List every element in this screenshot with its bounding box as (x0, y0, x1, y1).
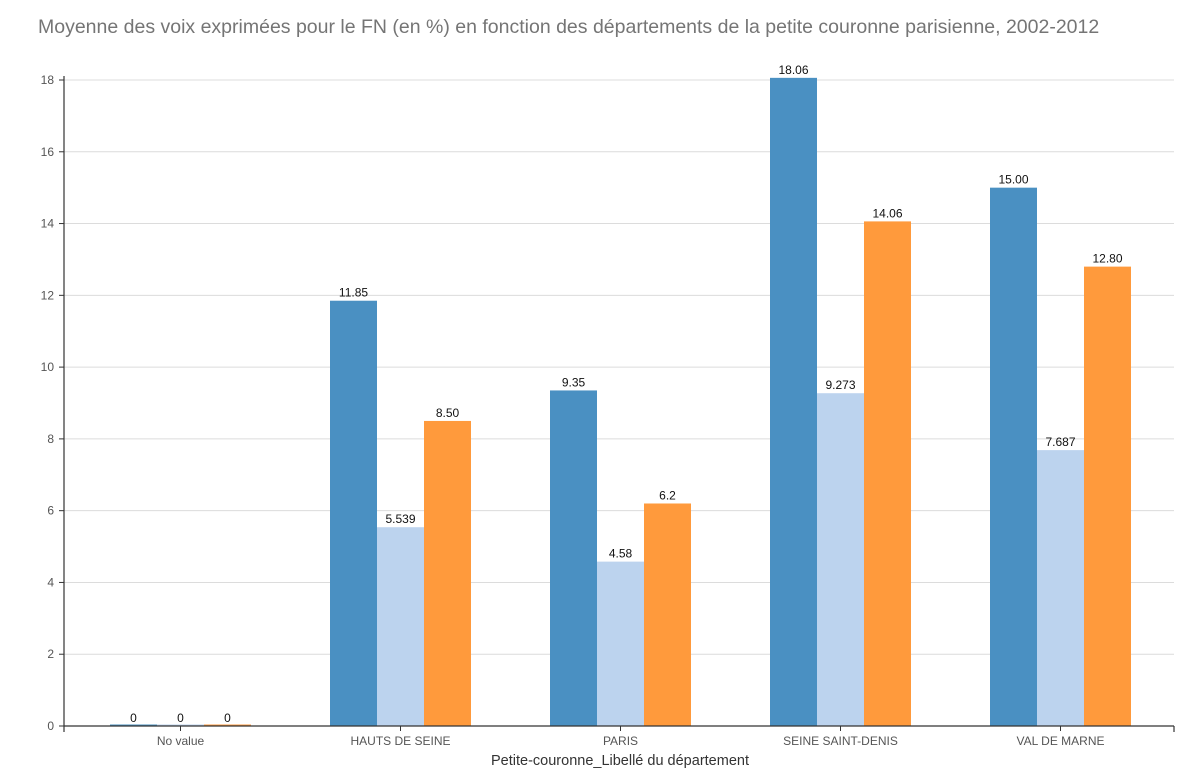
data-label: 14.06 (872, 206, 902, 220)
bar (864, 221, 911, 726)
bar (597, 561, 644, 726)
axes: 0 2 4 6 8 10 12 14 16 18 No value HAUTS DE SEINE PAR… (41, 73, 1175, 748)
data-label: 11.85 (339, 286, 368, 300)
bar (817, 393, 864, 726)
bar (644, 503, 691, 726)
data-label: 9.273 (825, 378, 855, 392)
data-label: 8.50 (436, 406, 460, 420)
y-tick-label: 12 (41, 288, 55, 302)
y-tick-label: 4 (47, 575, 54, 589)
y-tick-label: 8 (47, 432, 54, 446)
bar (1037, 450, 1084, 726)
data-label: 0 (177, 711, 184, 725)
y-tick-label: 10 (41, 360, 55, 374)
bar (377, 527, 424, 726)
bar (550, 390, 597, 726)
data-label: 9.35 (562, 375, 586, 389)
y-tick-label: 6 (47, 504, 54, 518)
bar (1084, 266, 1131, 726)
x-tick-label: PARIS (603, 734, 638, 748)
data-label: 18.06 (778, 63, 808, 77)
y-tick-label: 14 (41, 217, 55, 231)
y-tick-label: 0 (47, 719, 54, 733)
bar (424, 420, 471, 726)
y-tick-label: 2 (47, 647, 54, 661)
chart-title: Moyenne des voix exprimées pour le FN (e… (38, 16, 1100, 38)
labels: 0 11.85 9.35 18.06 15.00 0 5.539 4.58 9.273 7.687… (130, 63, 1123, 725)
bar (770, 77, 817, 726)
data-label: 5.539 (385, 512, 415, 526)
data-label: 0 (130, 711, 137, 725)
x-tick-label: No value (157, 734, 205, 748)
data-label: 6.2 (659, 488, 676, 502)
bar (330, 300, 377, 726)
x-tick-label: HAUTS DE SEINE (350, 734, 450, 748)
x-tick-label: SEINE SAINT-DENIS (783, 734, 898, 748)
x-axis-title: Petite-couronne_Libellé du département (491, 753, 749, 769)
data-label: 0 (224, 711, 231, 725)
data-label: 4.58 (609, 547, 633, 561)
data-label: 15.00 (998, 173, 1028, 187)
bars (110, 77, 1131, 727)
x-tick-label: VAL DE MARNE (1016, 734, 1104, 748)
bar (990, 187, 1037, 726)
y-tick-label: 16 (41, 145, 55, 159)
y-tick-label: 18 (41, 73, 55, 87)
data-label: 7.687 (1045, 435, 1075, 449)
data-label: 12.80 (1092, 252, 1122, 266)
